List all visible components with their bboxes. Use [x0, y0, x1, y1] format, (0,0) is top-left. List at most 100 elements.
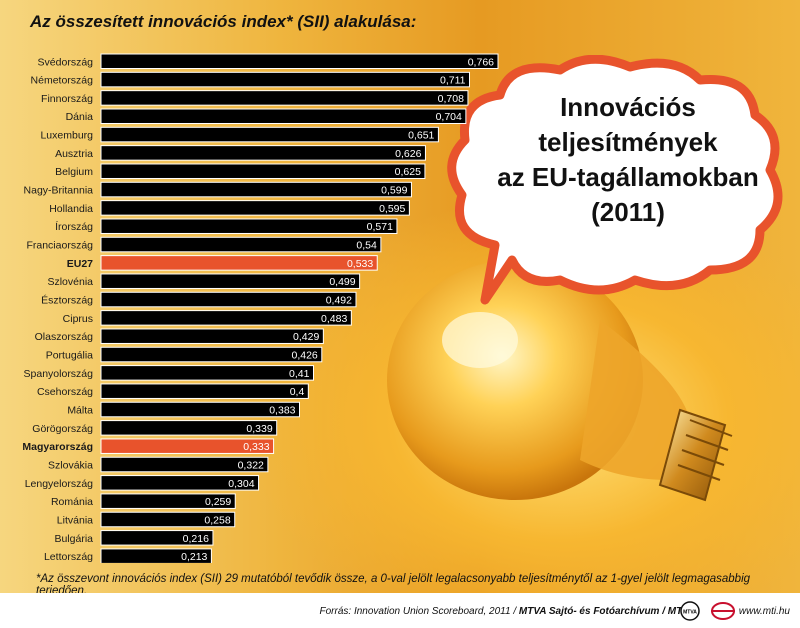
logo-text: MTVA: [683, 610, 697, 616]
source-credit: Forrás: Innovation Union Scoreboard, 201…: [320, 606, 686, 617]
category-label: Franciaország: [26, 240, 93, 252]
bubble-text: Innovációs teljesítmények az EU-tagállam…: [478, 90, 778, 230]
value-label: 0,429: [293, 331, 319, 343]
light-bulb-icon: [387, 260, 733, 502]
bar: [100, 126, 439, 143]
bar: [100, 145, 426, 161]
bar: [100, 236, 382, 253]
bar: [100, 310, 352, 326]
value-label: 0,333: [243, 441, 269, 453]
category-label: Portugália: [46, 350, 93, 362]
value-label: 0,595: [379, 203, 405, 215]
bar: [100, 401, 300, 418]
source-prefix: Forrás: Innovation Union Scoreboard, 201…: [319, 606, 519, 617]
value-label: 0,216: [183, 533, 209, 545]
bar: [100, 291, 357, 308]
mti-logo-icon: [711, 602, 735, 620]
speech-bubble: [447, 55, 783, 305]
category-label: Finnország: [41, 93, 93, 105]
category-label: Dánia: [66, 111, 94, 123]
bubble-line: (2011): [591, 197, 665, 227]
category-label: Ausztria: [55, 148, 93, 160]
value-label: 0,625: [395, 166, 421, 178]
website-link[interactable]: www.mti.hu: [738, 606, 790, 617]
bar-chart: Svédország 0,766 Németország 0,711 Finnorszá…: [22, 53, 499, 563]
category-label: Ciprus: [63, 313, 93, 325]
bar: [100, 200, 410, 216]
category-label: Hollandia: [49, 203, 93, 215]
value-label: 0,492: [326, 295, 352, 307]
bar: [100, 530, 214, 546]
value-label: 0,704: [436, 111, 462, 123]
bubble-line: az EU-tagállamokban: [497, 162, 759, 192]
bar: [100, 181, 412, 198]
bar: [100, 71, 470, 88]
category-label: Bulgária: [54, 533, 93, 545]
category-label: Szlovákia: [48, 460, 93, 472]
value-label: 0,499: [329, 276, 355, 288]
value-label: 0,259: [205, 496, 231, 508]
category-label: Írország: [55, 220, 93, 233]
category-label: Litvánia: [57, 515, 93, 527]
bar: [100, 475, 260, 491]
category-label: Belgium: [55, 166, 93, 178]
category-label: Észtország: [41, 294, 93, 307]
category-label: Luxemburg: [40, 130, 93, 142]
category-label: Svédország: [38, 56, 94, 68]
bar: [100, 438, 275, 454]
bar: [100, 493, 236, 509]
category-label: Csehország: [37, 386, 93, 398]
value-label: 0,766: [468, 56, 494, 68]
bar: [100, 108, 467, 124]
category-label: Görögország: [32, 423, 93, 435]
category-label: Spanyolország: [24, 368, 94, 380]
bar: [100, 420, 278, 436]
value-label: 0,533: [347, 258, 373, 270]
value-label: 0,4: [290, 386, 305, 398]
bar: [100, 383, 309, 399]
category-label: Lengyelország: [25, 478, 93, 490]
value-label: 0,258: [204, 515, 230, 527]
value-label: 0,711: [440, 75, 466, 87]
value-label: 0,626: [395, 148, 421, 160]
value-label: 0,651: [408, 130, 434, 142]
bubble-line: Innovációs: [560, 92, 696, 122]
category-label: Málta: [67, 405, 93, 417]
value-label: 0,54: [356, 240, 377, 252]
bar: [100, 163, 426, 179]
category-label: Magyarország: [22, 441, 93, 453]
value-label: 0,708: [438, 93, 464, 105]
category-label: EU27: [67, 258, 93, 270]
bar: [100, 365, 314, 381]
bar: [100, 255, 378, 271]
category-label: Olaszország: [35, 331, 94, 343]
bar: [100, 218, 398, 234]
bubble-line: teljesítmények: [538, 127, 718, 157]
category-label: Lettország: [44, 551, 93, 563]
bar: [100, 511, 236, 528]
category-label: Nagy-Britannia: [24, 185, 94, 197]
value-label: 0,322: [238, 460, 264, 472]
source-agency: MTVA Sajtó- és Fotóarchívum / MTI: [518, 606, 685, 617]
category-label: Németország: [31, 75, 94, 87]
bar: [100, 328, 324, 344]
value-label: 0,483: [321, 313, 347, 325]
value-label: 0,41: [289, 368, 310, 380]
bar: [100, 346, 323, 363]
chart-title: Az összesített innovációs index* (SII) a…: [30, 12, 417, 31]
value-label: 0,571: [367, 221, 393, 233]
value-label: 0,304: [228, 478, 254, 490]
value-label: 0,599: [381, 185, 407, 197]
value-label: 0,383: [269, 405, 295, 417]
category-label: Románia: [51, 496, 93, 508]
bar: [100, 456, 269, 473]
value-label: 0,213: [181, 551, 207, 563]
bar: [100, 273, 361, 289]
bar: [100, 53, 499, 69]
bar: [100, 90, 469, 106]
value-label: 0,426: [292, 350, 318, 362]
category-label: Szlovénia: [47, 276, 93, 288]
mtva-logo-icon: MTVA: [680, 601, 700, 621]
value-label: 0,339: [246, 423, 272, 435]
footer: Forrás: Innovation Union Scoreboard, 201…: [0, 593, 800, 628]
